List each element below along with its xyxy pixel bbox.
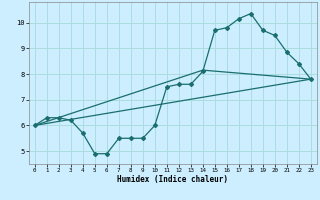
X-axis label: Humidex (Indice chaleur): Humidex (Indice chaleur) [117,175,228,184]
